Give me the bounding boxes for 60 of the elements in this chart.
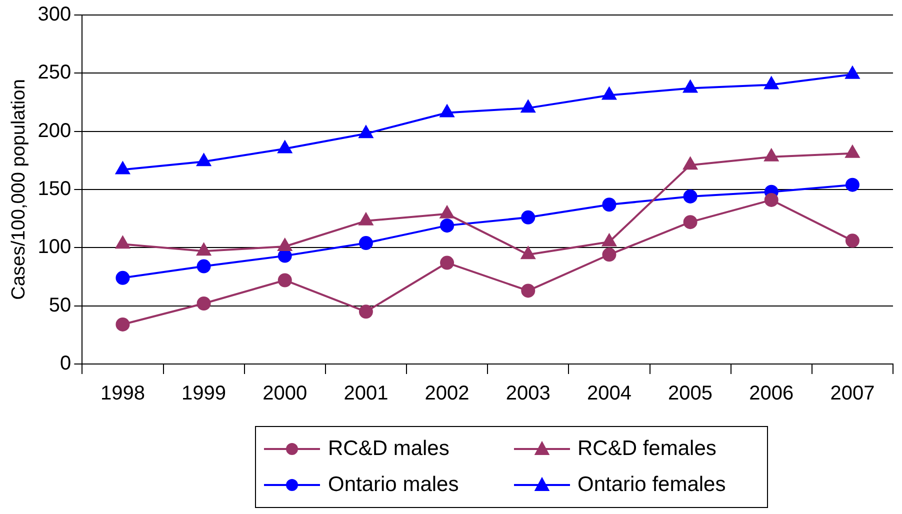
y-tick-label: 150	[38, 178, 72, 200]
point	[683, 189, 698, 204]
point	[764, 192, 778, 207]
x-tick-label: 2005	[668, 382, 713, 405]
x-tick-label: 2002	[424, 382, 470, 405]
point	[521, 284, 536, 298]
point	[602, 248, 616, 262]
point	[764, 148, 778, 162]
y-axis-title: Cases/100,000 population	[8, 79, 30, 300]
x-tick-label: 1999	[182, 382, 226, 405]
point	[683, 80, 698, 93]
point	[116, 317, 130, 332]
y-tick-label: 300	[38, 4, 72, 26]
point	[440, 104, 454, 118]
point	[440, 206, 454, 218]
point	[521, 246, 536, 260]
point	[440, 218, 454, 233]
point	[764, 76, 778, 90]
legend-label: RC&D males	[328, 437, 450, 461]
point	[602, 198, 616, 212]
point	[278, 238, 292, 252]
x-tick-label: 2007	[830, 382, 875, 405]
point	[358, 304, 373, 319]
point	[196, 154, 211, 166]
legend-label: Ontario males	[328, 473, 459, 497]
point	[358, 212, 374, 226]
point	[683, 157, 698, 170]
point	[845, 234, 860, 248]
x-tick-label: 2006	[749, 382, 794, 405]
x-tick-label: 2000	[262, 382, 308, 405]
x-tick-label: 1998	[100, 382, 145, 405]
point	[278, 140, 292, 154]
y-tick-label: 200	[38, 120, 72, 142]
point	[440, 256, 454, 270]
y-tick-label: 50	[48, 294, 72, 316]
point	[602, 87, 616, 100]
legend-label: RC&D females	[578, 437, 716, 461]
point	[602, 234, 616, 246]
point	[358, 126, 374, 138]
point	[196, 243, 211, 256]
legend-label: Ontario females	[578, 473, 726, 497]
point	[278, 273, 292, 288]
point	[116, 270, 130, 285]
point	[196, 259, 211, 274]
point	[521, 100, 536, 113]
point	[116, 236, 130, 249]
point	[845, 145, 860, 158]
y-tick-label: 250	[38, 62, 72, 84]
x-tick-label: 2003	[506, 382, 550, 405]
point	[683, 215, 698, 230]
point	[196, 296, 211, 311]
point	[845, 178, 860, 192]
y-tick-label: 0	[60, 352, 72, 375]
point	[845, 66, 860, 79]
point	[521, 210, 536, 224]
point	[358, 236, 373, 250]
x-tick-label: 2004	[586, 382, 632, 405]
y-tick-label: 100	[38, 236, 72, 258]
point	[116, 162, 130, 174]
x-tick-label: 2001	[344, 382, 388, 405]
